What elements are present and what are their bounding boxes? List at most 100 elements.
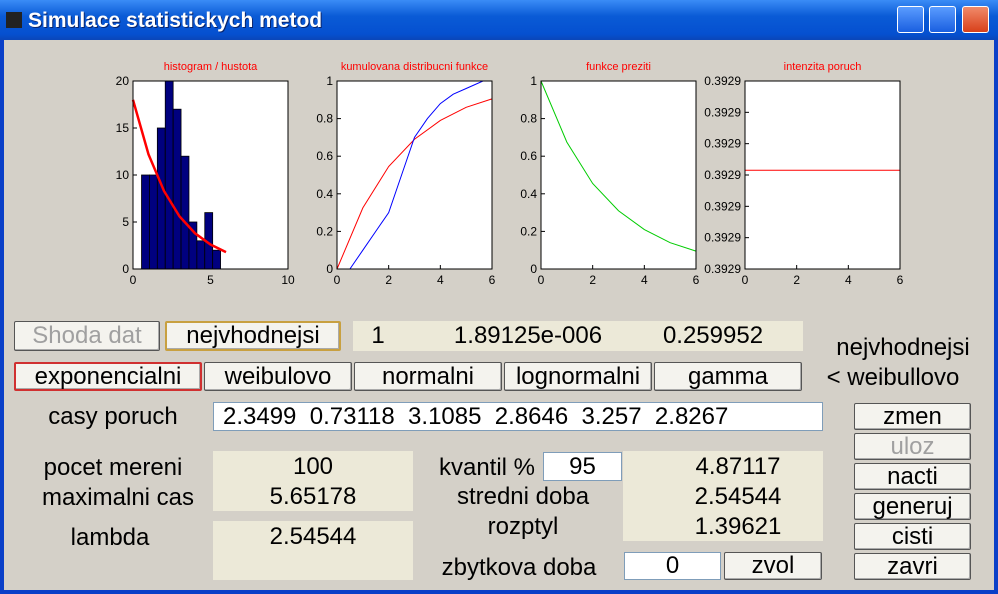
y-tick-label: 20 [116, 74, 130, 88]
plot-title: intenzita poruch [784, 61, 862, 73]
info-panel [213, 451, 413, 511]
y-tick-label: 0.6 [316, 149, 333, 163]
y-tick-label: 0.6 [520, 149, 537, 163]
distribution-button[interactable]: normalni [354, 362, 502, 391]
y-tick-label: 1 [326, 74, 333, 88]
result-value: 1.89125e-006 [453, 322, 603, 349]
y-tick-label: 0.3929 [704, 168, 741, 182]
x-tick-label: 0 [538, 273, 545, 287]
plot-title: funkce preziti [586, 61, 651, 73]
maximize-button[interactable] [929, 6, 956, 33]
field-label: lambda [70, 524, 150, 551]
y-tick-label: 0 [530, 262, 537, 276]
plot-frame [336, 80, 493, 270]
plot-frame [744, 80, 901, 270]
plot-title: histogram / hustota [164, 61, 258, 73]
side-button[interactable]: zmen [854, 403, 971, 430]
side-button[interactable]: nacti [854, 463, 971, 490]
field-label: stredni doba [456, 483, 590, 510]
histogram-bar [196, 240, 206, 270]
x-tick-label: 2 [385, 273, 392, 287]
y-tick-label: 0.3929 [704, 137, 741, 151]
y-tick-label: 15 [116, 121, 130, 135]
side-button[interactable]: generuj [854, 493, 971, 520]
shoda-dat-button[interactable]: Shoda dat [14, 321, 160, 351]
field-label: kvantil % [438, 454, 536, 481]
field-label: zbytkova doba [441, 554, 597, 581]
x-tick-label: 4 [641, 273, 648, 287]
plot-frame [132, 80, 289, 270]
field-label: maximalni cas [41, 484, 195, 511]
result-value: 0.259952 [662, 322, 764, 349]
distribution-button[interactable]: gamma [654, 362, 802, 391]
best-button[interactable]: nejvhodnejsi [165, 321, 341, 351]
histogram-bar [180, 155, 190, 270]
plot-title: kumulovana distribucni funkce [341, 61, 488, 73]
y-tick-label: 0 [122, 262, 129, 276]
distribution-button[interactable]: exponencialni [14, 362, 202, 391]
curve [131, 99, 227, 254]
histogram-bar [156, 127, 166, 270]
close-button[interactable] [962, 6, 989, 33]
field-value: 5.65178 [269, 483, 357, 510]
kvantil-input[interactable]: 95 [543, 452, 622, 481]
title-bar: Simulace statistickych metod [0, 0, 998, 40]
x-tick-label: 5 [207, 273, 214, 287]
plot-area [745, 81, 900, 269]
distribution-button[interactable]: weibulovo [204, 362, 352, 391]
y-tick-label: 0.8 [316, 112, 333, 126]
casy-poruch-label: casy poruch [48, 403, 178, 430]
plot-area [337, 81, 492, 269]
field-value: 1.39621 [694, 513, 782, 540]
x-tick-label: 2 [589, 273, 596, 287]
y-tick-label: 0.4 [520, 187, 537, 201]
curve [349, 80, 492, 270]
y-tick-label: 0.3929 [704, 262, 741, 276]
plot-frame [540, 80, 697, 270]
y-tick-label: 0.3929 [704, 74, 741, 88]
x-tick-label: 6 [693, 273, 700, 287]
x-tick-label: 0 [130, 273, 137, 287]
histogram-bar [212, 249, 221, 270]
minimize-button[interactable] [897, 6, 924, 33]
side-button[interactable]: uloz [854, 433, 971, 460]
result-value: 1 [371, 322, 385, 349]
x-tick-label: 10 [281, 273, 295, 287]
curve [540, 80, 697, 252]
plot-area [541, 81, 696, 269]
field-value: 4.87117 [695, 453, 781, 480]
result-panel [353, 321, 803, 351]
field-value: 100 [292, 453, 334, 480]
field-label: rozptyl [487, 513, 559, 540]
y-tick-label: 0.3929 [704, 231, 741, 245]
y-tick-label: 10 [116, 168, 130, 182]
zvol-button[interactable]: zvol [724, 552, 822, 580]
app-icon [6, 12, 22, 28]
distribution-button[interactable]: lognormalni [504, 362, 652, 391]
x-tick-label: 6 [897, 273, 904, 287]
x-tick-label: 0 [334, 273, 341, 287]
histogram-bar [164, 80, 174, 270]
x-tick-label: 0 [742, 273, 749, 287]
curve [336, 98, 493, 270]
casy-poruch-input[interactable]: 2.3499 0.73118 3.1085 2.8646 3.257 2.826… [213, 402, 823, 431]
y-tick-label: 0.3929 [704, 199, 741, 213]
zbytkova-doba-input[interactable]: 0 [624, 552, 721, 580]
window-title: Simulace statistickych metod [28, 9, 323, 32]
histogram-bar [172, 108, 182, 270]
stat-panel [623, 451, 823, 541]
y-tick-label: 0.4 [316, 187, 333, 201]
field-label: pocet mereni [43, 454, 183, 481]
x-tick-label: 4 [845, 273, 852, 287]
x-tick-label: 4 [437, 273, 444, 287]
y-tick-label: 0.3929 [704, 105, 741, 119]
y-tick-label: 1 [530, 74, 537, 88]
x-tick-label: 6 [489, 273, 496, 287]
y-tick-label: 0.2 [316, 224, 333, 238]
field-value: 2.54544 [694, 483, 782, 510]
side-button[interactable]: zavri [854, 553, 971, 580]
side-button[interactable]: cisti [854, 523, 971, 550]
